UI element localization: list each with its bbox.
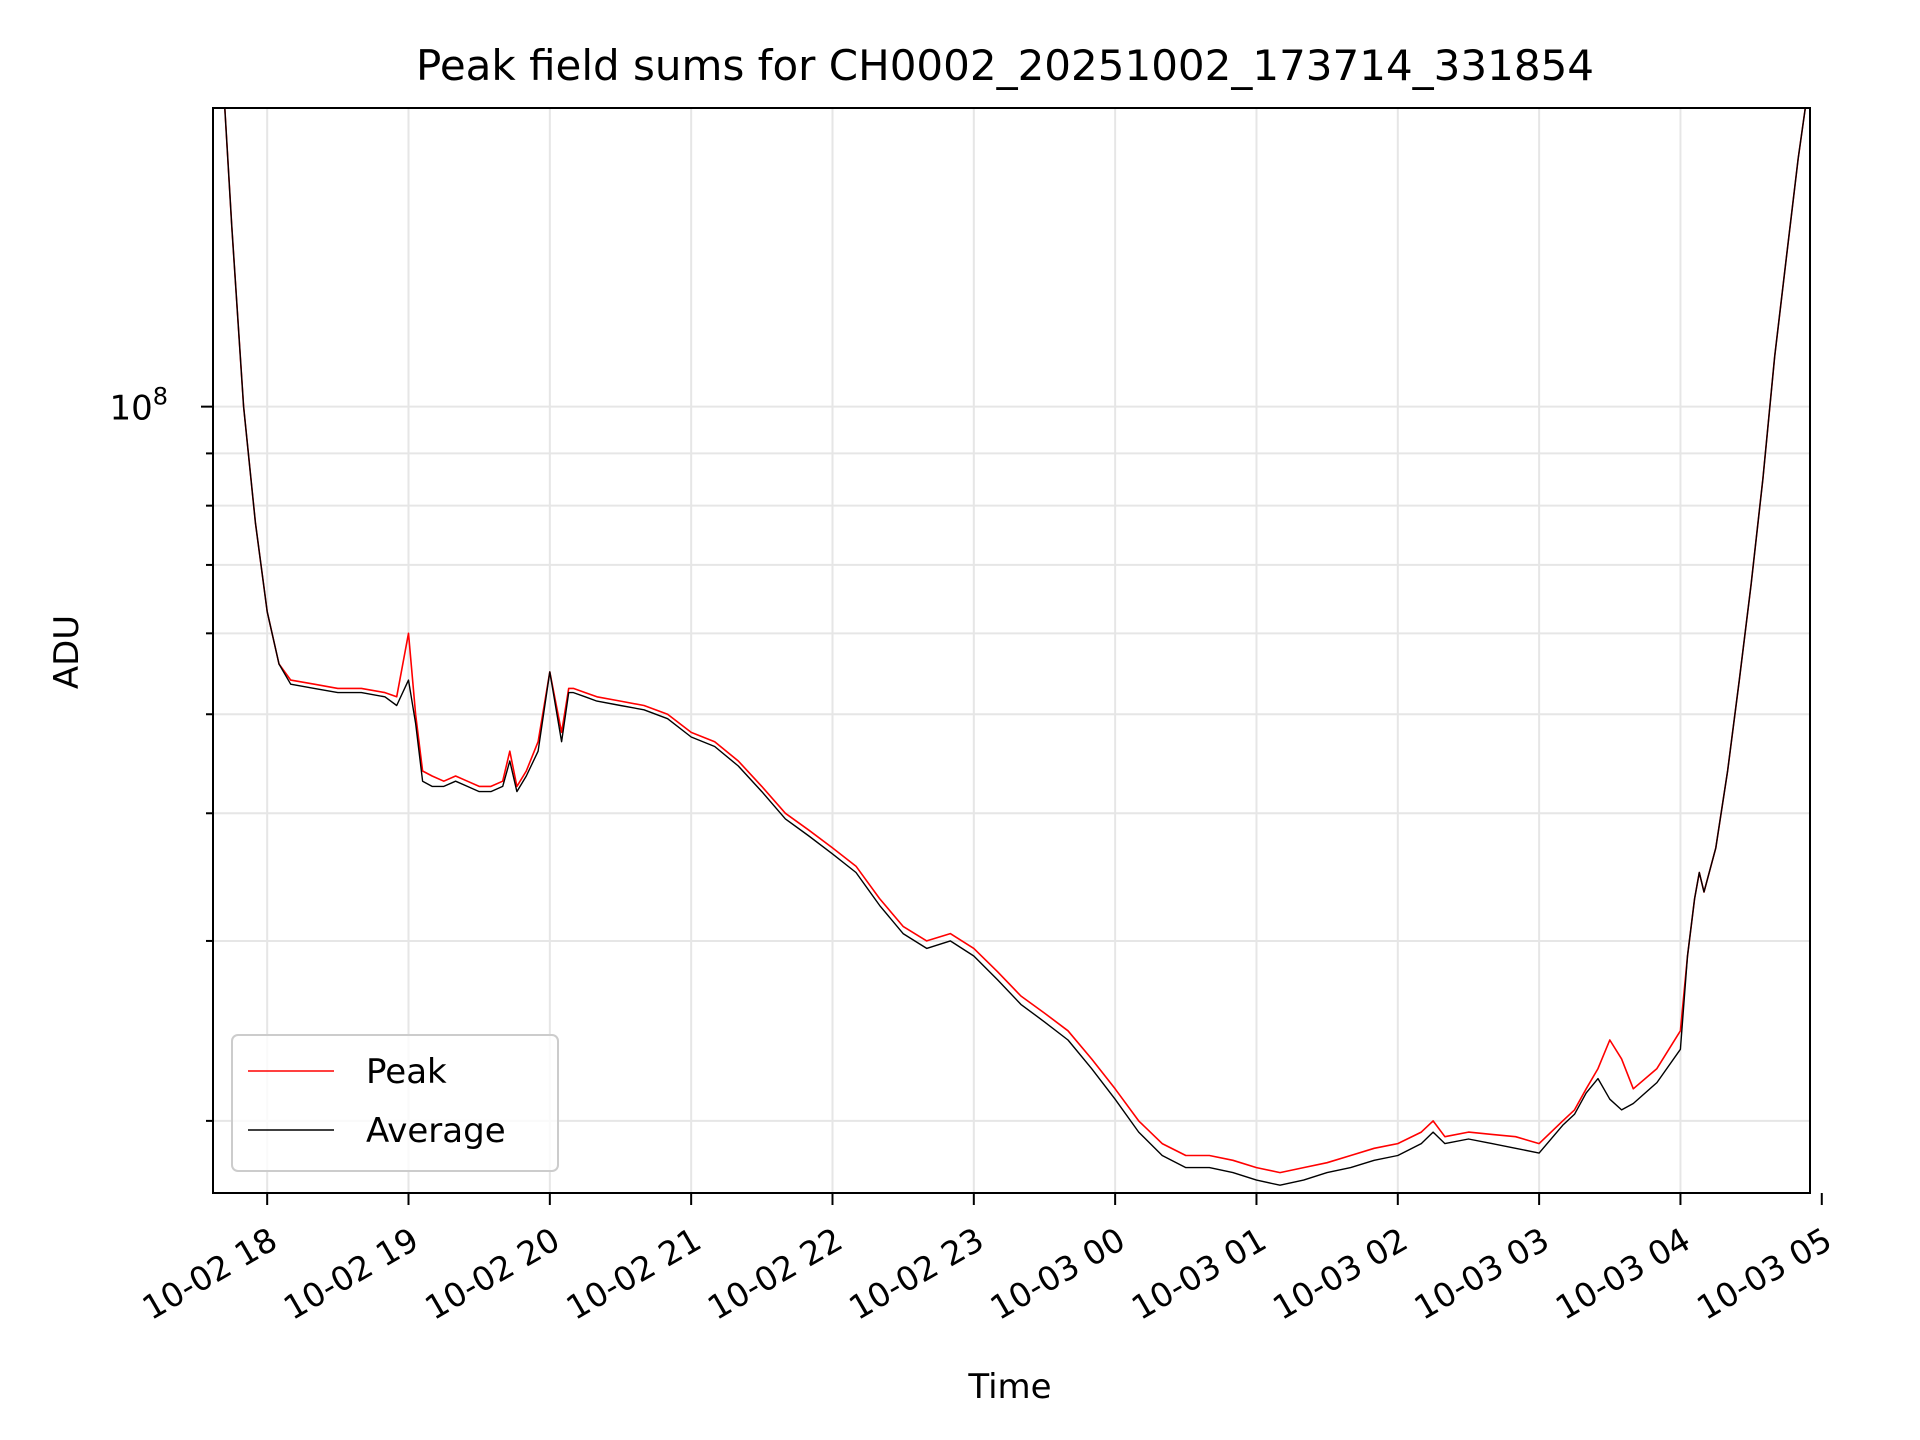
x-axis-label: Time <box>967 1367 1051 1407</box>
series-line-average <box>224 108 1806 1186</box>
y-axis-label: ADU <box>47 615 87 689</box>
series-layer <box>224 108 1807 1186</box>
series-line-peak <box>224 108 1807 1174</box>
y-tick-label-base: 10 <box>109 389 152 429</box>
grid <box>213 108 1810 1193</box>
y-tick-label-exponent: 8 <box>153 383 168 411</box>
y-tick-label: 108 <box>109 383 168 429</box>
chart-title: Peak field sums for CH0002_20251002_1737… <box>416 41 1594 90</box>
legend: Peak Average <box>231 1034 559 1172</box>
legend-average-label: Average <box>366 1111 506 1151</box>
plot-frame <box>212 107 1811 1194</box>
legend-peak-label: Peak <box>366 1052 447 1092</box>
legend-box <box>231 1034 559 1172</box>
